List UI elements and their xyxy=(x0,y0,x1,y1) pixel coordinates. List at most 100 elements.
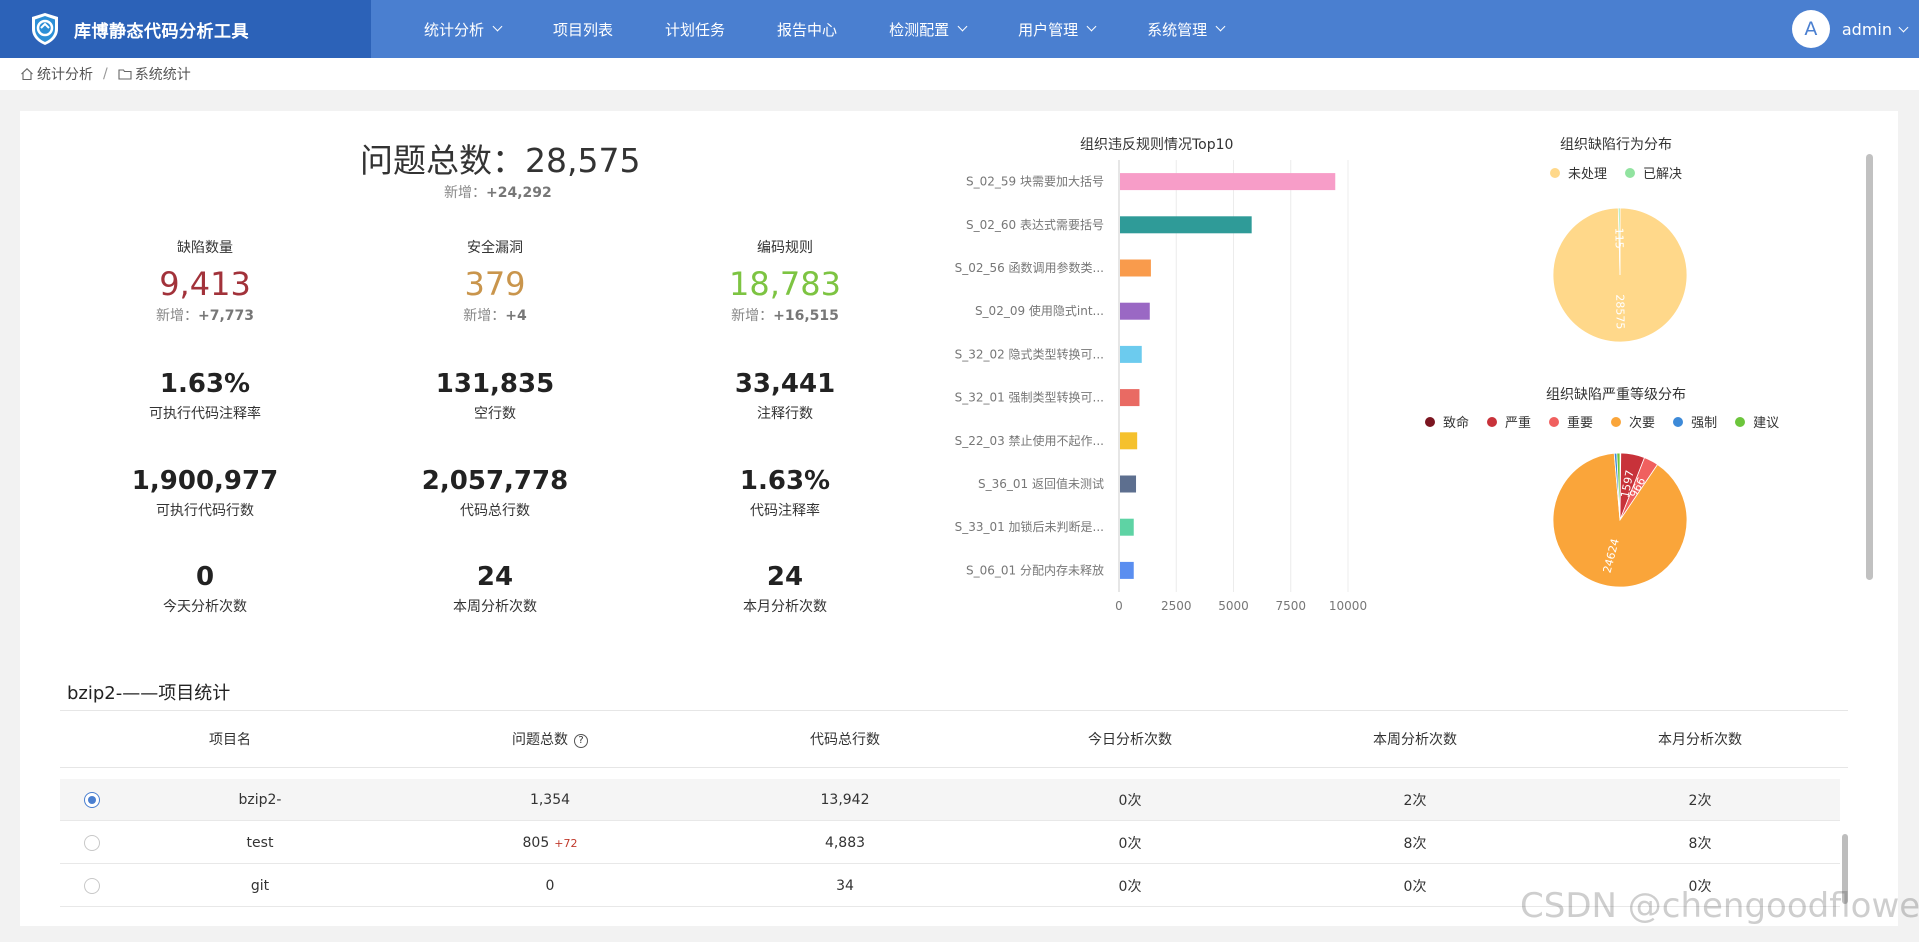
total-new: 新增：+24,292 xyxy=(444,182,552,202)
legend-dot xyxy=(1625,167,1636,178)
legend-item[interactable]: 致命 xyxy=(1425,412,1469,431)
help-icon[interactable]: ? xyxy=(574,734,588,748)
stat-label: 本月分析次数 xyxy=(743,599,827,615)
cell-issues: 805 +72 xyxy=(400,835,700,851)
row-select[interactable] xyxy=(60,834,120,851)
legend-label: 建议 xyxy=(1753,416,1780,431)
legend-item[interactable]: 次要 xyxy=(1611,412,1655,431)
pie-legend-status: 未处理 已解决 xyxy=(1550,163,1700,182)
stat-week-analyses: 24 本周分析次数 xyxy=(365,562,625,616)
total-issues: 问题总数：28,575 xyxy=(360,134,640,182)
nav-item-reports[interactable]: 报告中心 xyxy=(751,0,863,58)
stat-today-analyses: 0 今天分析次数 xyxy=(75,562,335,616)
stat-total-lines: 2,057,778 代码总行数 xyxy=(365,466,625,520)
user-menu[interactable]: A admin xyxy=(1791,0,1909,58)
project-section-title: bzip2-——项目统计 xyxy=(67,683,231,704)
radio-button[interactable] xyxy=(84,834,100,851)
kpi-value: 9,413 xyxy=(159,265,251,303)
stat-exec-lines: 1,900,977 可执行代码行数 xyxy=(75,466,335,520)
nav-item-tasks[interactable]: 计划任务 xyxy=(639,0,751,58)
legend-item[interactable]: 强制 xyxy=(1673,412,1717,431)
user-name[interactable]: admin xyxy=(1841,19,1892,39)
slice-label: 28575 xyxy=(1613,294,1626,329)
vertical-scrollbar[interactable] xyxy=(1866,154,1873,580)
legend-item[interactable]: 严重 xyxy=(1487,412,1531,431)
cell-lines: 13,942 xyxy=(820,791,870,808)
cell-month: 2次 xyxy=(1688,792,1712,809)
table-scrollbar[interactable] xyxy=(1842,834,1848,904)
table-row[interactable]: test 805 +72 4,883 0次 8次 8次 xyxy=(60,822,1840,864)
y-tick-label: S_32_02 隐式类型转换可... xyxy=(955,346,1104,361)
column-header-issues[interactable]: 问题总数? xyxy=(400,729,700,749)
legend-item[interactable]: 建议 xyxy=(1735,412,1779,431)
legend-dot xyxy=(1487,416,1498,427)
nav-item-statistics[interactable]: 统计分析 xyxy=(398,0,527,58)
y-tick-label: S_02_59 块需要加大括号 xyxy=(966,174,1104,189)
stat-blank-lines: 131,835 空行数 xyxy=(365,369,625,423)
pie-chart-title-status: 组织缺陷行为分布 xyxy=(1560,137,1672,153)
nav-item-user-mgmt[interactable]: 用户管理 xyxy=(992,0,1121,58)
app-title: 库博静态代码分析工具 xyxy=(74,21,249,42)
brand[interactable]: 库博静态代码分析工具 xyxy=(0,0,371,58)
table-row[interactable]: git 0 34 0次 0次 0次 xyxy=(60,865,1840,907)
bar xyxy=(1120,173,1336,191)
legend-item[interactable]: 已解决 xyxy=(1625,163,1682,182)
radio-button[interactable] xyxy=(84,877,100,894)
legend-item[interactable]: 重要 xyxy=(1549,412,1593,431)
legend-dot xyxy=(1673,416,1684,427)
defect-status-pie-chart: 28575 115 xyxy=(1552,207,1688,343)
y-tick-label: S_22_03 禁止使用不起作... xyxy=(955,433,1104,448)
y-tick-label: S_32_01 强制类型转换可... xyxy=(955,390,1104,405)
kpi-label: 缺陷数量 xyxy=(177,240,233,256)
total-issues-label: 问题总数： xyxy=(360,141,525,180)
stat-value: 1,900,977 xyxy=(131,466,279,496)
stat-value: 24 xyxy=(766,562,804,592)
legend-item[interactable]: 未处理 xyxy=(1550,163,1607,182)
column-header-lines[interactable]: 代码总行数 xyxy=(810,732,880,748)
breadcrumb-root[interactable]: 统计分析 xyxy=(37,67,93,83)
main-nav: 统计分析 项目列表 计划任务 报告中心 检测配置 用户管理 系统管理 xyxy=(398,0,1250,58)
legend-dot xyxy=(1425,416,1435,427)
stat-label: 代码总行数 xyxy=(460,503,530,519)
legend-dot xyxy=(1549,416,1560,427)
total-issues-value: 28,575 xyxy=(525,141,641,180)
nav-item-detect-config[interactable]: 检测配置 xyxy=(863,0,992,58)
nav-item-system-mgmt[interactable]: 系统管理 xyxy=(1121,0,1250,58)
issues-value: 0 xyxy=(545,877,555,894)
legend-label: 致命 xyxy=(1443,416,1470,431)
row-select[interactable] xyxy=(60,791,120,808)
stat-month-analyses: 24 本月分析次数 xyxy=(655,562,915,616)
bar xyxy=(1120,475,1137,493)
column-header-week[interactable]: 本周分析次数 xyxy=(1373,732,1457,748)
cell-today: 0次 xyxy=(1118,792,1142,809)
cell-today: 0次 xyxy=(1118,835,1142,852)
table-row[interactable]: bzip2- 1,354 13,942 0次 2次 2次 xyxy=(60,779,1840,821)
kpi-label: 编码规则 xyxy=(757,240,813,256)
radio-button[interactable] xyxy=(84,791,100,808)
column-header-name[interactable]: 项目名 xyxy=(209,732,251,748)
breadcrumb: 统计分析 / 系统统计 xyxy=(0,58,1919,90)
cell-month: 8次 xyxy=(1688,835,1712,852)
y-tick-label: S_06_01 分配内存未释放 xyxy=(966,562,1104,577)
y-tick-label: S_02_56 函数调用参数类... xyxy=(955,260,1104,275)
column-header-today[interactable]: 今日分析次数 xyxy=(1088,732,1172,748)
issues-new-badge: +72 xyxy=(554,836,578,850)
bar xyxy=(1120,345,1142,363)
stat-label: 可执行代码行数 xyxy=(156,503,254,519)
row-select[interactable] xyxy=(60,877,120,894)
kpi-new-value: +4 xyxy=(505,308,527,324)
cell-issues: 0 xyxy=(400,878,700,894)
rule-violation-bar-chart: 0 2500 5000 7500 10000 S_02_59 块需要加大括号 S_02_60… xyxy=(955,160,1367,613)
kpi-value: 379 xyxy=(464,265,526,303)
home-icon xyxy=(21,68,33,81)
bar-chart-title: 组织违反规则情况Top10 xyxy=(1080,137,1234,153)
legend-label: 已解决 xyxy=(1643,167,1683,182)
column-header-month[interactable]: 本月分析次数 xyxy=(1658,732,1742,748)
pie-slice xyxy=(1552,452,1688,588)
y-tick-label: S_02_09 使用隐式int... xyxy=(975,303,1104,318)
nav-item-projects[interactable]: 项目列表 xyxy=(527,0,639,58)
avatar[interactable]: A xyxy=(1791,10,1830,48)
kpi-new: 新增：+7,773 xyxy=(105,305,305,325)
y-tick-label: S_33_01 加锁后未判断是... xyxy=(955,519,1104,534)
